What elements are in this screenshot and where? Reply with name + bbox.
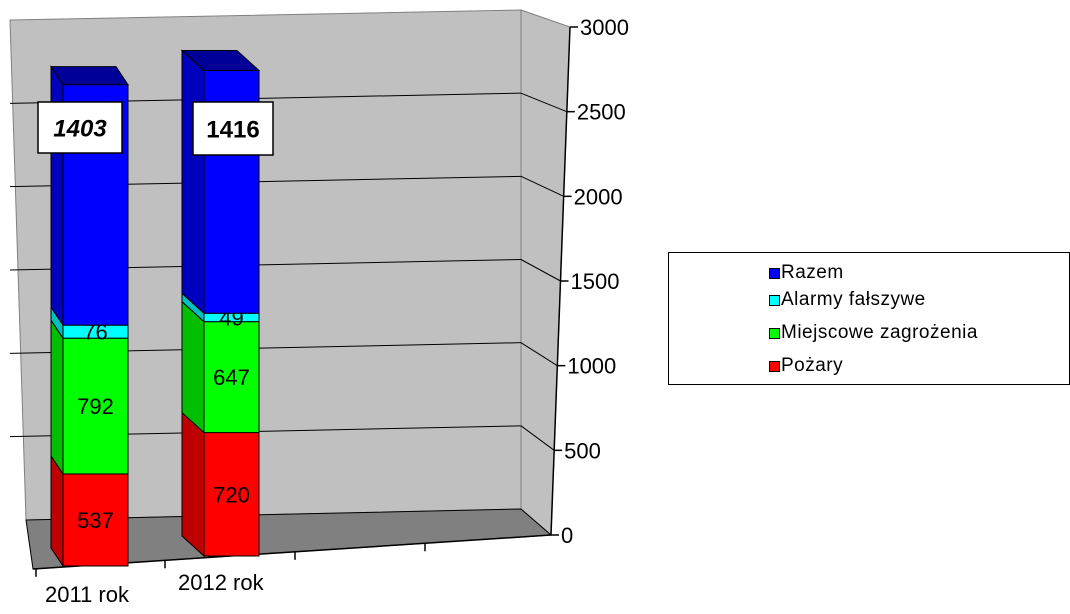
x-tick-label: 2012 rok	[178, 570, 265, 595]
bar-side	[181, 49, 205, 315]
bar-segment	[203, 321, 260, 434]
total-labels: 1403 1416	[37, 101, 274, 156]
y-axis: 0 500 1000 1500 2000 2500 3000	[550, 15, 629, 548]
legend-swatch	[769, 360, 780, 372]
data-label: 537	[77, 508, 114, 533]
bar-side	[50, 318, 64, 476]
legend-item-razem: Razem	[769, 261, 844, 285]
bar-segment	[62, 337, 129, 475]
legend-swatch	[769, 327, 780, 339]
gridline	[520, 175, 564, 197]
gridline	[520, 259, 561, 282]
legend: Razem Alarmy fałszywe Miejscowe zagrożen…	[668, 252, 1070, 385]
x-tick-label: 2011 rok	[45, 582, 130, 607]
bar-top	[180, 50, 261, 72]
legend-label: Razem	[781, 262, 844, 283]
legend-label: Pożary	[781, 355, 844, 376]
bar-segment	[203, 432, 260, 557]
gridline	[520, 342, 558, 367]
total-label: 1416	[206, 117, 259, 144]
bar-top	[50, 66, 129, 86]
y-tick-label: 1500	[571, 269, 620, 294]
y-tick-label: 0	[561, 523, 573, 548]
y-tick-label: 500	[564, 438, 601, 463]
y-tick-label: 2000	[574, 184, 623, 209]
gridline	[520, 425, 555, 451]
legend-item-alarmy: Alarmy fałszywe	[769, 288, 926, 312]
bar-side	[181, 300, 205, 434]
legend-item-miejscowe: Miejscowe zagrożenia	[769, 321, 978, 345]
legend-item-pozary: Pożary	[769, 354, 843, 378]
bar-side	[181, 411, 205, 558]
gridline	[520, 92, 568, 113]
total-label: 1403	[53, 116, 107, 143]
total-label-box	[192, 101, 274, 156]
y-tick-label: 3000	[580, 15, 629, 40]
legend-swatch	[769, 294, 780, 306]
bar-side	[50, 454, 64, 568]
data-label: 792	[77, 394, 114, 419]
y-tick-label: 2500	[577, 100, 626, 125]
legend-label: Alarmy fałszywe	[781, 289, 926, 310]
data-label: 647	[213, 365, 250, 390]
data-label: 720	[213, 482, 250, 507]
legend-swatch	[769, 267, 780, 279]
y-tick-label: 1000	[567, 354, 616, 379]
bar-segment	[62, 473, 129, 567]
legend-label: Miejscowe zagrożenia	[781, 322, 978, 343]
total-label-box	[37, 101, 123, 154]
